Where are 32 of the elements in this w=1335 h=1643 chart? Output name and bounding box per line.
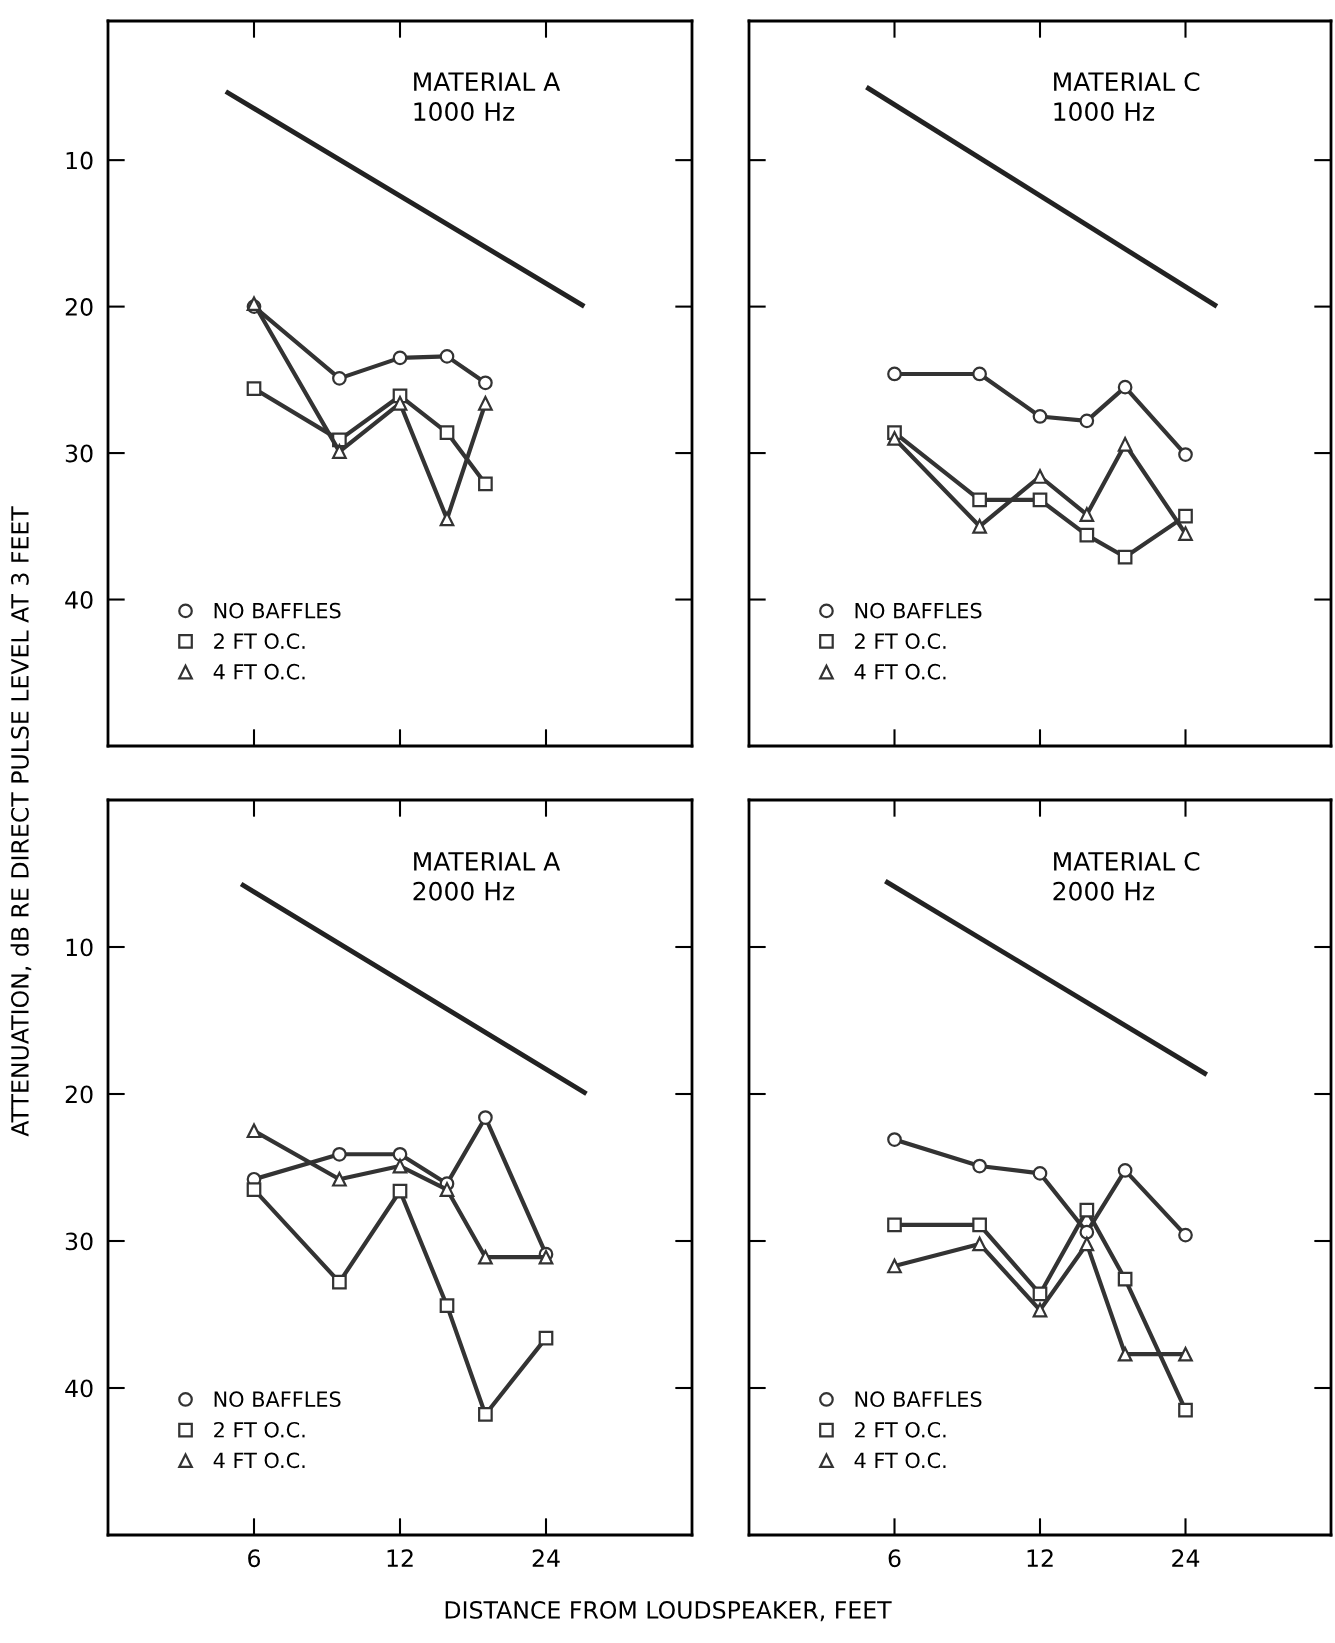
legend-label: 2 FT O.C. xyxy=(214,1421,305,1438)
x-tick-label: 24 xyxy=(532,1549,560,1567)
y-tick-label: 40 xyxy=(65,590,93,609)
legend-label: 4 FT O.C. xyxy=(854,1452,946,1469)
x-tick-label: 24 xyxy=(1172,1549,1200,1567)
y-tick-label: 30 xyxy=(65,1232,93,1251)
text: MATERIAL A 2000 Hz xyxy=(413,852,561,901)
y-tick-label: 40 xyxy=(65,1379,93,1398)
x-tick-label: 6 xyxy=(248,1549,261,1568)
x-tick-label: 12 xyxy=(1027,1549,1053,1567)
text: MATERIAL C 2000 Hz xyxy=(1053,851,1200,901)
legend-label: 4 FT O.C. xyxy=(213,1452,305,1469)
x-axis-title: DISTANCE FROM LOUDSPEAKER, FEET xyxy=(445,1600,892,1622)
legend-label: 4 FT O.C. xyxy=(213,663,305,680)
legend-label: NO BAFFLES xyxy=(855,602,982,619)
legend-label: 2 FT O.C. xyxy=(214,633,305,650)
y-tick-label: 10 xyxy=(66,938,93,957)
legend-label: 4 FT O.C. xyxy=(854,663,946,680)
y-tick-label: 10 xyxy=(66,151,93,170)
text: MATERIAL A 1000 Hz xyxy=(414,72,561,121)
x-tick-label: 6 xyxy=(888,1549,901,1568)
legend-label: NO BAFFLES xyxy=(855,1391,982,1408)
y-axis-title: ATTENUATION, dB RE DIRECT PULSE LEVEL AT 3 FEET xyxy=(10,506,32,1137)
y-tick-label: 20 xyxy=(65,1085,93,1104)
legend-label: 2 FT O.C. xyxy=(855,633,946,650)
x-tick-label: 12 xyxy=(387,1549,413,1567)
y-tick-label: 20 xyxy=(65,298,93,316)
legend-label: 2 FT O.C. xyxy=(855,1421,946,1438)
y-tick-label: 30 xyxy=(65,444,93,463)
legend-label: NO BAFFLES xyxy=(214,1391,341,1408)
text: MATERIAL C 1000 Hz xyxy=(1054,72,1200,121)
legend-label: NO BAFFLES xyxy=(214,602,341,619)
